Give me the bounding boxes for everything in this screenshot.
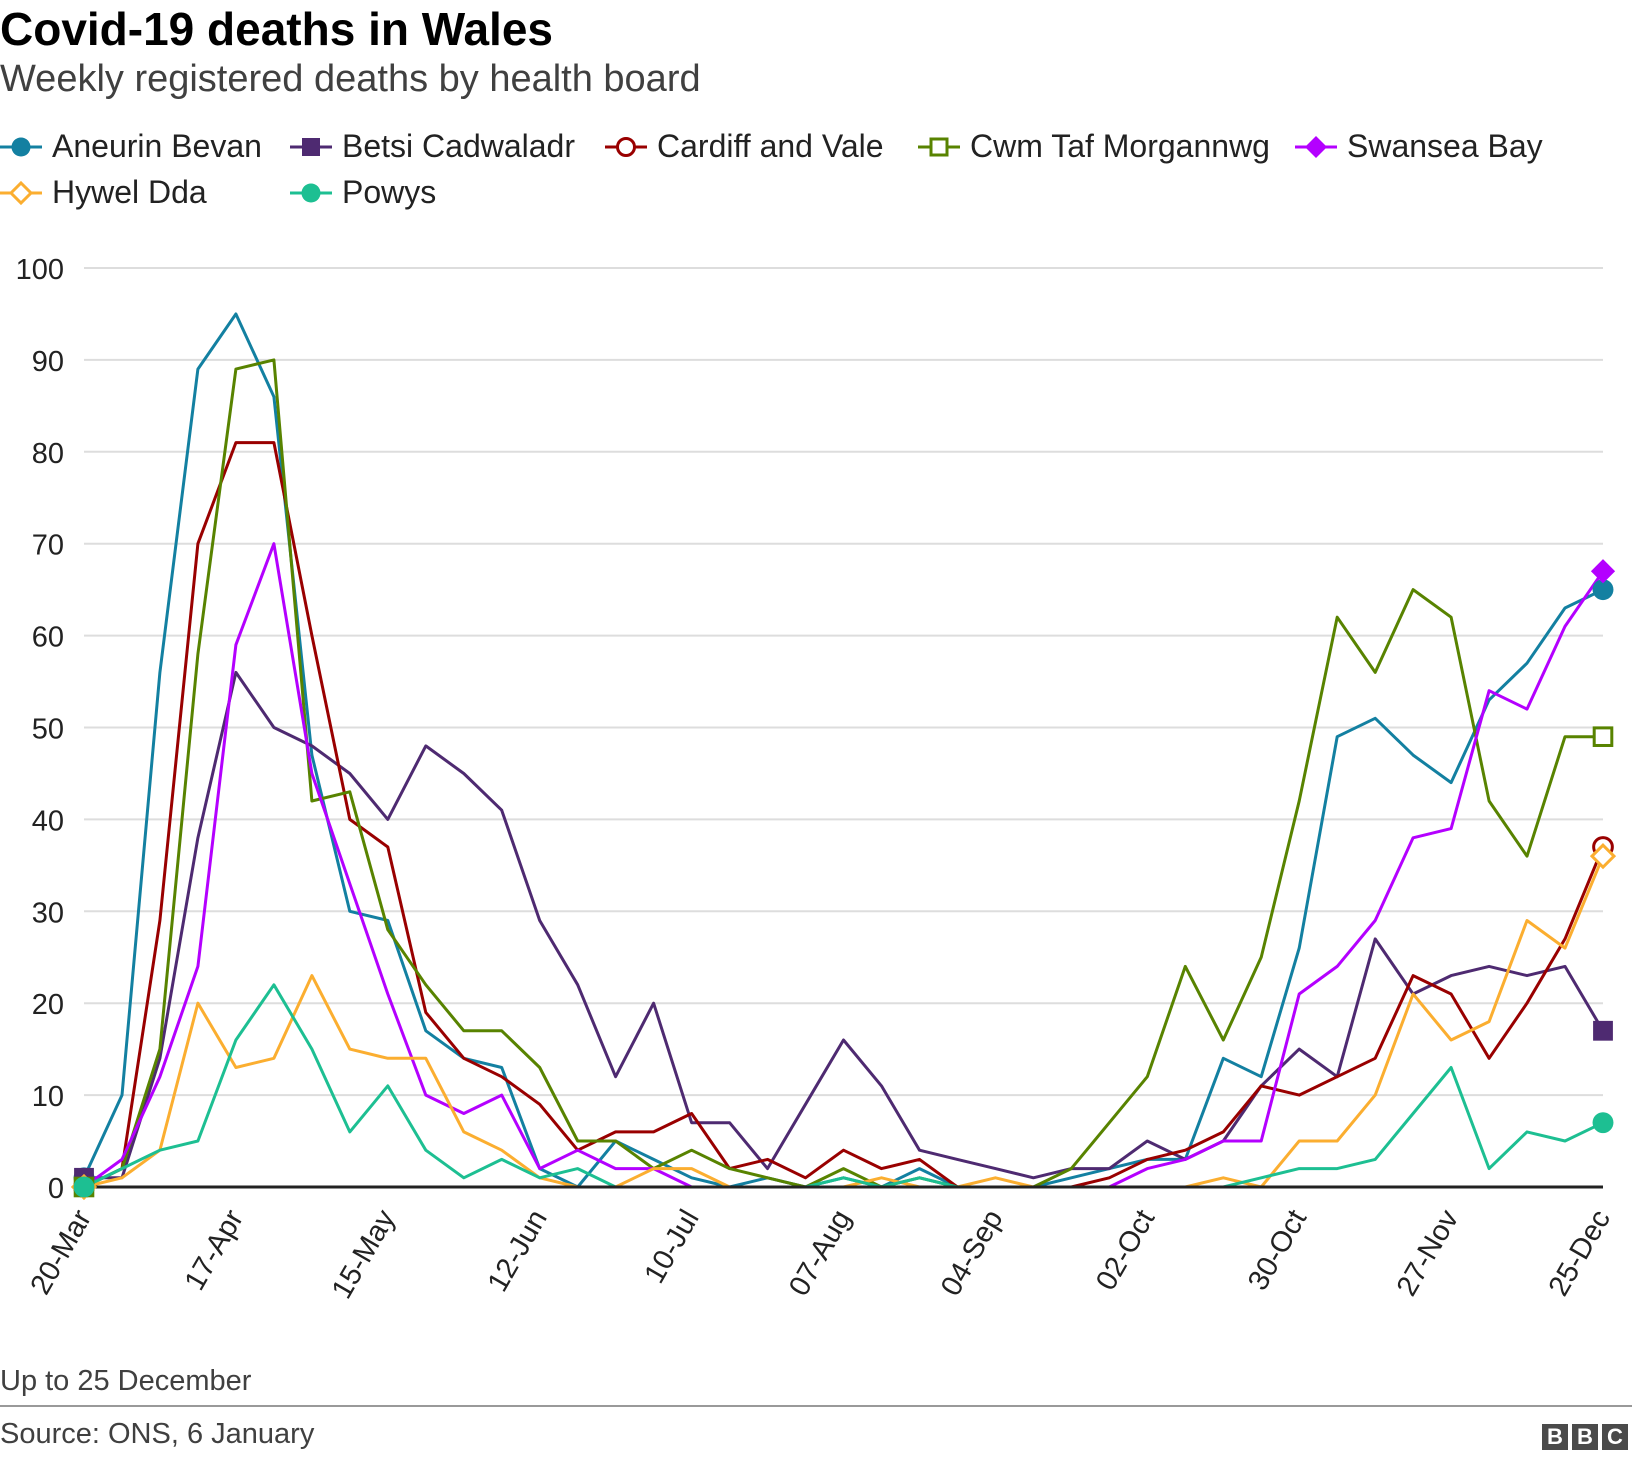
legend-swatch xyxy=(0,137,42,156)
chart-title: Covid-19 deaths in Wales xyxy=(0,3,553,55)
y-tick-label: 60 xyxy=(32,622,64,654)
logo-letter: B xyxy=(1542,1424,1568,1450)
legend-marker xyxy=(301,183,321,202)
y-tick-label: 70 xyxy=(32,530,64,562)
chart-subtitle: Weekly registered deaths by health board xyxy=(0,58,701,100)
bbc-logo: B B C xyxy=(1542,1424,1628,1450)
y-tick-label: 100 xyxy=(16,254,64,286)
y-tick-label: 90 xyxy=(32,346,64,378)
series-line xyxy=(83,441,1605,1189)
legend-swatch xyxy=(918,137,960,156)
series-line xyxy=(83,855,1605,1189)
data-point-marker xyxy=(1592,726,1614,747)
x-tick-label: 20-Mar xyxy=(24,1204,98,1300)
x-tick-label: 25-Dec xyxy=(1543,1205,1617,1302)
legend-swatch xyxy=(1295,135,1337,158)
legend-swatch xyxy=(290,137,332,156)
chart-legend: Aneurin Bevan Betsi Cadwaladr Cardiff and … xyxy=(0,128,1632,228)
legend-item: Hywel Dda xyxy=(0,174,207,211)
x-tick-label: 12-Jun xyxy=(482,1205,554,1298)
y-tick-label: 20 xyxy=(32,989,64,1021)
series-line xyxy=(83,983,1604,1189)
x-tick-label: 17-Apr xyxy=(179,1204,250,1296)
series-lines xyxy=(82,312,1605,1189)
data-point-marker xyxy=(1593,1020,1613,1041)
legend-label: Hywel Dda xyxy=(52,174,207,210)
legend-label: Cardiff and Vale xyxy=(657,128,884,164)
data-point-marker xyxy=(73,1176,95,1198)
legend-swatch xyxy=(290,183,332,202)
legend-item: Cardiff and Vale xyxy=(605,128,884,165)
logo-letter: B xyxy=(1572,1424,1598,1450)
y-tick-label: 0 xyxy=(48,1173,64,1205)
source-note: Source: ONS, 6 January xyxy=(0,1418,315,1450)
y-tick-label: 10 xyxy=(32,1081,64,1113)
y-tick-label: 40 xyxy=(32,805,64,837)
data-point-marker xyxy=(1592,1112,1614,1134)
footnote: Up to 25 December xyxy=(0,1365,252,1397)
y-tick-label: 80 xyxy=(32,438,64,470)
legend-swatch xyxy=(0,180,42,205)
legend-marker xyxy=(1305,135,1327,158)
data-point-marker xyxy=(1592,579,1614,601)
x-tick-label: 10-Jul xyxy=(638,1205,705,1289)
data-point-marker xyxy=(1589,843,1617,870)
x-tick-label: 30-Oct xyxy=(1242,1205,1313,1296)
legend-item: Betsi Cadwaladr xyxy=(290,128,575,165)
x-tick-label: 27-Nov xyxy=(1391,1204,1466,1301)
footer-divider xyxy=(0,1405,1632,1407)
x-tick-label: 04-Sep xyxy=(935,1205,1009,1302)
legend-label: Betsi Cadwaladr xyxy=(342,128,575,164)
legend-marker xyxy=(302,137,320,156)
legend-marker xyxy=(616,136,636,157)
legend-item: Powys xyxy=(290,174,436,211)
data-point-marker xyxy=(1590,559,1616,584)
series-line xyxy=(83,358,1603,1189)
x-tick-label: 07-Aug xyxy=(783,1205,857,1302)
legend-item: Cwm Taf Morgannwg xyxy=(918,128,1270,165)
legend-marker xyxy=(929,137,949,156)
legend-label: Aneurin Bevan xyxy=(52,128,262,164)
y-tick-label: 50 xyxy=(32,714,64,746)
series-markers xyxy=(70,559,1617,1201)
legend-label: Swansea Bay xyxy=(1347,128,1543,164)
x-tick-label: 15-May xyxy=(326,1204,402,1304)
legend-marker xyxy=(8,180,34,205)
legend-label: Cwm Taf Morgannwg xyxy=(970,128,1270,164)
y-tick-label: 30 xyxy=(32,897,64,929)
legend-item: Aneurin Bevan xyxy=(0,128,262,165)
legend-item: Swansea Bay xyxy=(1295,128,1543,165)
legend-marker xyxy=(11,137,31,156)
legend-label: Powys xyxy=(342,174,437,210)
line-chart: 0 10 20 30 40 50 60 70 80 90 100 20-Mar 17-Apr 15-May… xyxy=(16,254,1617,1304)
logo-letter: C xyxy=(1602,1424,1628,1450)
x-tick-label: 02-Oct xyxy=(1090,1205,1161,1296)
legend-swatch xyxy=(605,136,647,157)
